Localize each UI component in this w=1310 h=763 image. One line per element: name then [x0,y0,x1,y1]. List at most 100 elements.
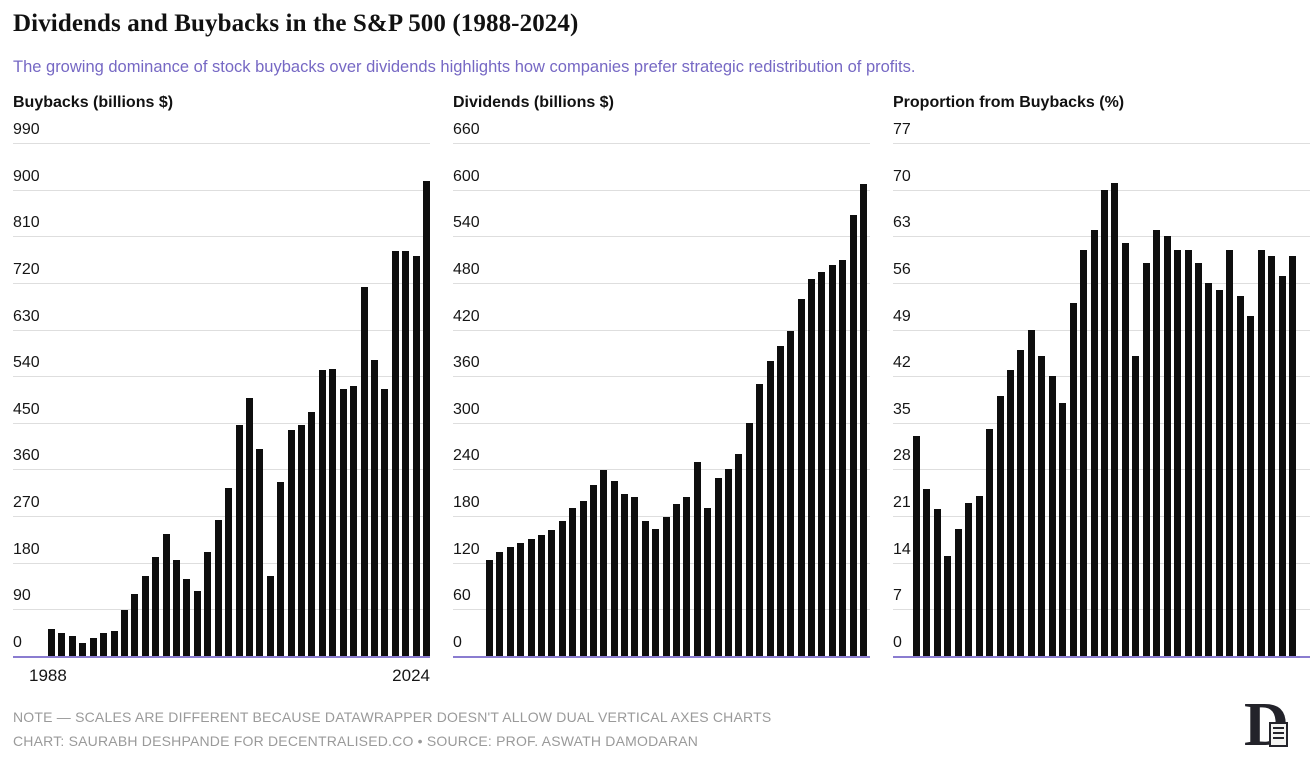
bar-1990[interactable] [68,636,76,656]
bar-2012[interactable] [298,425,305,656]
bar-2009[interactable] [266,576,274,656]
bar-1994[interactable] [548,530,556,656]
bar-2023[interactable] [412,255,420,656]
bar-2019[interactable] [808,279,816,656]
bar-2003[interactable] [641,520,649,656]
bar-1998[interactable] [1017,349,1025,656]
bar-1994[interactable] [975,496,983,656]
bar-2003[interactable] [1069,302,1077,656]
bar-2018[interactable] [1226,249,1234,656]
bar-2023[interactable] [849,214,857,656]
bar-2005[interactable] [225,488,233,656]
bar-1997[interactable] [1007,369,1014,656]
bar-1994[interactable] [110,630,118,656]
bar-1988[interactable] [486,560,493,656]
bar-2001[interactable] [1048,376,1056,656]
bar-2016[interactable] [1205,282,1213,656]
bar-2019[interactable] [370,359,378,656]
bar-1992[interactable] [527,539,535,656]
bar-2020[interactable] [381,388,389,656]
bar-1989[interactable] [496,551,504,656]
bar-1991[interactable] [517,543,525,656]
bar-1996[interactable] [131,593,139,656]
bar-2024[interactable] [860,184,867,656]
bar-2017[interactable] [1215,289,1223,656]
bar-1988[interactable] [913,436,920,656]
bar-2001[interactable] [183,578,191,656]
bar-1996[interactable] [569,508,577,656]
bar-2008[interactable] [256,448,264,656]
bar-2022[interactable] [1268,256,1276,656]
bar-2007[interactable] [683,496,691,656]
bar-2022[interactable] [839,259,847,656]
bar-1991[interactable] [79,643,87,656]
bar-1993[interactable] [100,633,108,656]
bar-1993[interactable] [965,502,973,656]
bar-2003[interactable] [204,552,212,656]
bar-2024[interactable] [423,180,430,656]
bar-1995[interactable] [986,429,994,656]
bar-1999[interactable] [162,534,170,656]
bar-2010[interactable] [714,478,722,656]
bar-2017[interactable] [350,385,358,656]
bar-2004[interactable] [214,520,222,656]
bar-2006[interactable] [235,425,243,656]
bar-1989[interactable] [58,632,66,656]
bar-2004[interactable] [1080,249,1088,656]
bar-1990[interactable] [933,509,941,656]
bar-1999[interactable] [1027,329,1035,656]
bar-2008[interactable] [693,461,701,656]
bar-2000[interactable] [610,481,618,656]
bar-2009[interactable] [704,508,712,656]
bar-1998[interactable] [152,557,160,656]
bar-1995[interactable] [558,520,566,656]
bar-1991[interactable] [944,556,952,656]
bar-2000[interactable] [173,559,180,656]
bar-2016[interactable] [339,388,347,656]
bar-1998[interactable] [589,485,597,656]
bar-2006[interactable] [1101,189,1108,656]
bar-2021[interactable] [828,265,836,656]
bar-2017[interactable] [787,331,795,656]
bar-2007[interactable] [1111,182,1119,656]
bar-2010[interactable] [1142,262,1150,656]
bar-2006[interactable] [673,504,680,656]
bar-2021[interactable] [391,250,399,656]
bar-2021[interactable] [1257,249,1265,656]
bar-2011[interactable] [724,469,732,656]
bar-1992[interactable] [954,529,962,656]
bar-2013[interactable] [745,422,753,656]
bar-2014[interactable] [1184,249,1192,656]
bar-2020[interactable] [1247,316,1255,656]
bar-2022[interactable] [402,250,410,656]
bar-1989[interactable] [923,489,931,656]
bar-2012[interactable] [1163,236,1171,656]
bar-2023[interactable] [1278,276,1286,656]
bar-2018[interactable] [360,286,368,656]
bar-2015[interactable] [766,361,774,656]
bar-2002[interactable] [1059,402,1067,656]
bar-1992[interactable] [89,638,97,656]
bar-1997[interactable] [579,500,587,656]
bar-2019[interactable] [1236,296,1244,656]
bar-2011[interactable] [287,430,295,656]
bar-2005[interactable] [662,516,670,656]
bar-2008[interactable] [1121,242,1129,656]
bar-2001[interactable] [621,493,629,656]
bar-2012[interactable] [735,453,743,656]
bar-1995[interactable] [120,609,128,656]
bar-2002[interactable] [631,496,639,656]
bar-2002[interactable] [193,590,201,656]
bar-1996[interactable] [996,396,1004,656]
bar-2007[interactable] [245,398,253,656]
bar-2013[interactable] [1174,249,1182,656]
bar-2013[interactable] [308,412,316,656]
bar-2014[interactable] [318,370,326,656]
bar-2016[interactable] [776,345,784,656]
bar-2014[interactable] [756,383,764,656]
bar-2015[interactable] [329,369,337,656]
bar-1997[interactable] [141,576,149,656]
bar-2018[interactable] [797,299,805,656]
bar-1999[interactable] [600,470,608,656]
bar-1990[interactable] [506,547,514,656]
